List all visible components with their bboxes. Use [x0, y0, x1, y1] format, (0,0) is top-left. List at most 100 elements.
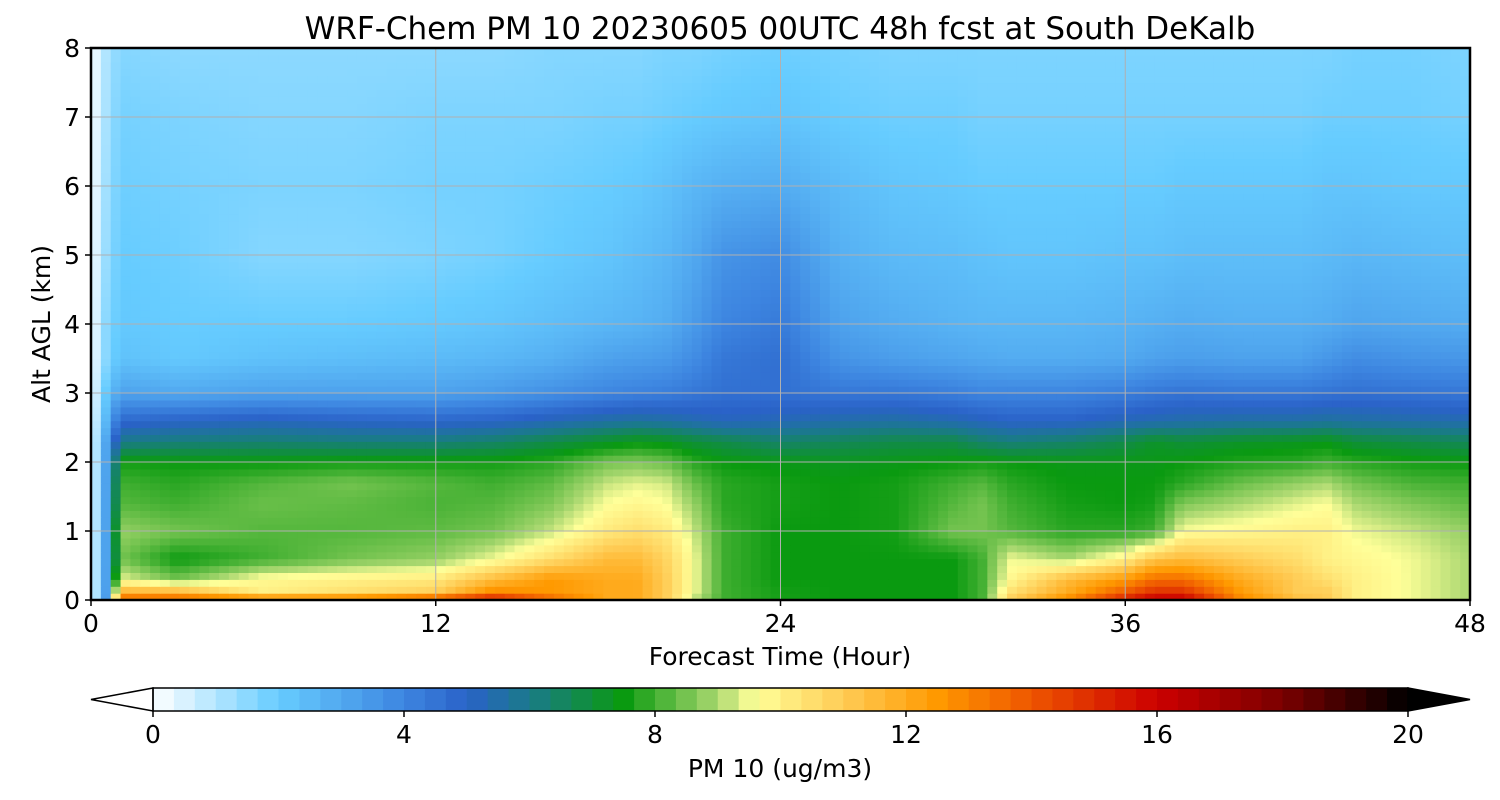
- field-cell: [849, 475, 860, 484]
- field-cell: [386, 386, 397, 394]
- field-cell: [238, 434, 250, 442]
- field-cell: [376, 468, 388, 477]
- field-cell: [721, 489, 732, 498]
- field-cell: [1233, 420, 1245, 429]
- field-cell: [179, 441, 191, 449]
- field-cell: [1440, 365, 1451, 373]
- field-cell: [110, 475, 122, 484]
- field-cell: [169, 420, 181, 429]
- field-cell: [741, 496, 752, 504]
- field-cell: [987, 531, 998, 539]
- field-cell: [1115, 448, 1126, 456]
- field-cell: [120, 551, 131, 560]
- field-cell: [327, 524, 338, 532]
- field-cell: [770, 510, 782, 518]
- field-cell: [1410, 441, 1422, 449]
- field-cell: [1115, 593, 1126, 600]
- field-cell: [209, 468, 220, 477]
- field-cell: [810, 579, 821, 587]
- field-cell: [100, 379, 112, 387]
- field-cell: [179, 558, 191, 567]
- field-cell: [790, 565, 801, 573]
- field-cell: [1066, 517, 1077, 525]
- field-cell: [1105, 586, 1116, 594]
- field-cell: [928, 482, 939, 491]
- field-cell: [524, 379, 535, 387]
- field-cell: [603, 586, 614, 594]
- field-cell: [248, 544, 260, 553]
- field-cell: [110, 544, 122, 553]
- field-cell: [711, 524, 722, 532]
- field-cell: [465, 462, 476, 470]
- field-cell: [1263, 455, 1274, 463]
- field-cell: [268, 462, 279, 470]
- field-cell: [888, 406, 900, 415]
- field-cell: [386, 455, 397, 463]
- field-cell: [613, 503, 624, 511]
- field-cell: [1351, 427, 1363, 435]
- field-cell: [110, 537, 122, 546]
- field-cell: [376, 517, 388, 525]
- field-cell: [1213, 482, 1225, 491]
- field-cell: [1282, 448, 1294, 456]
- field-cell: [1440, 586, 1451, 594]
- field-cell: [307, 524, 319, 532]
- field-cell: [701, 441, 713, 449]
- field-cell: [1204, 462, 1215, 470]
- field-cell: [1233, 386, 1245, 394]
- field-cell: [613, 399, 624, 408]
- field-cell: [1460, 406, 1470, 415]
- field-cell: [632, 579, 644, 587]
- field-cell: [1204, 358, 1215, 366]
- field-cell: [1253, 372, 1264, 380]
- field-cell: [1302, 593, 1313, 600]
- field-cell: [967, 482, 979, 491]
- field-cell: [662, 358, 673, 366]
- field-cell: [957, 448, 969, 456]
- field-cell: [1095, 475, 1107, 484]
- field-cell: [731, 586, 742, 594]
- field-cell: [534, 544, 545, 553]
- field-cell: [622, 358, 634, 366]
- field-cell: [376, 365, 388, 373]
- field-cell: [888, 489, 900, 498]
- field-cell: [642, 531, 654, 539]
- field-cell: [1204, 537, 1215, 546]
- field-cell: [1164, 393, 1176, 401]
- field-cell: [800, 379, 811, 387]
- field-cell: [583, 579, 594, 587]
- field-cell: [819, 517, 831, 525]
- field-cell: [425, 531, 437, 539]
- field-cell: [1095, 517, 1107, 525]
- field-cell: [425, 393, 437, 401]
- field-cell: [701, 579, 713, 587]
- field-cell: [1194, 455, 1205, 463]
- field-cell: [553, 544, 565, 553]
- field-cell: [563, 441, 575, 449]
- field-cell: [1154, 558, 1166, 567]
- field-cell: [534, 393, 545, 401]
- field-cell: [573, 351, 585, 360]
- field-cell: [1076, 572, 1087, 580]
- field-cell: [583, 406, 594, 415]
- field-cell: [179, 386, 191, 394]
- field-cell: [1164, 551, 1176, 560]
- field-cell: [159, 358, 171, 366]
- field-cell: [819, 565, 831, 573]
- field-cell: [987, 399, 998, 408]
- field-cell: [130, 365, 141, 373]
- field-cell: [622, 503, 634, 511]
- field-cell: [159, 593, 171, 600]
- field-cell: [238, 510, 250, 518]
- field-cell: [1381, 372, 1392, 380]
- field-cell: [288, 510, 299, 518]
- field-cell: [1194, 572, 1205, 580]
- field-cell: [159, 503, 171, 511]
- field-cell: [731, 379, 742, 387]
- field-cell: [91, 386, 102, 394]
- field-cell: [485, 496, 496, 504]
- field-cell: [908, 399, 919, 408]
- field-cell: [662, 427, 673, 435]
- field-cell: [1066, 462, 1077, 470]
- field-cell: [199, 551, 210, 560]
